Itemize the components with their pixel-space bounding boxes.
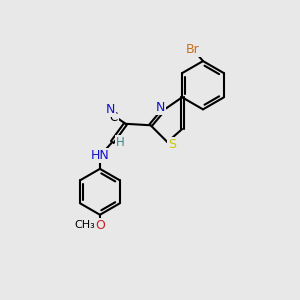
Text: HN: HN bbox=[91, 149, 109, 162]
Text: C: C bbox=[110, 111, 118, 124]
Text: O: O bbox=[95, 219, 105, 232]
Text: Br: Br bbox=[186, 44, 200, 56]
Text: N: N bbox=[105, 103, 115, 116]
Text: CH₃: CH₃ bbox=[74, 220, 95, 230]
Text: S: S bbox=[168, 138, 176, 151]
Text: H: H bbox=[116, 136, 125, 149]
Text: N: N bbox=[156, 100, 165, 113]
